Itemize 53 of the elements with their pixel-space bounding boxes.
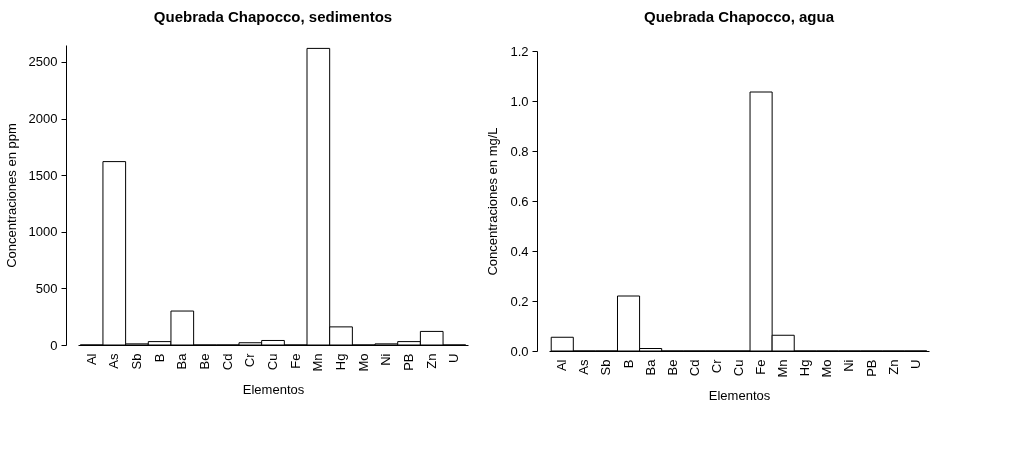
x-tick-label: Sb (128, 353, 144, 370)
y-tick-label: 2000 (28, 111, 58, 127)
x-tick-label: Zn (885, 359, 901, 375)
x-tick-label: Ba (642, 358, 658, 376)
x-tick-label: Cu (731, 359, 746, 377)
y-tick-label: 2500 (28, 54, 58, 70)
x-tick-label: Mn (775, 359, 791, 378)
y-tick-label: 0.6 (510, 193, 529, 209)
chart-title: Quebrada Chapocco, agua (643, 8, 835, 25)
x-tick-label: Cd (219, 353, 235, 371)
x-tick-label: U (446, 353, 462, 363)
x-tick-label: PB (401, 353, 417, 371)
x-tick-label: Hg (797, 359, 813, 377)
x-tick-label: PB (863, 359, 879, 377)
x-tick-label: Al (554, 359, 570, 372)
y-tick-label: 1500 (28, 167, 58, 183)
x-tick-label: Cu (265, 353, 280, 371)
x-tick-label: Cr (242, 352, 258, 368)
x-tick-label: U (907, 359, 923, 369)
y-tick-label: 0 (50, 337, 58, 353)
x-tick-label: Be (664, 359, 680, 376)
y-tick-label: 0.0 (510, 343, 529, 359)
y-tick-label: 0.8 (510, 143, 529, 159)
y-axis-title: Concentraciones en mg/L (485, 127, 501, 276)
x-tick-label: Al (83, 353, 99, 366)
x-tick-label: Fe (753, 359, 769, 375)
y-tick-label: 1.0 (510, 93, 529, 109)
x-tick-label: As (106, 353, 122, 369)
x-tick-label: Mo (355, 353, 371, 372)
x-tick-label: Mn (310, 353, 326, 372)
x-tick-label: Cr (708, 358, 724, 374)
y-tick-label: 0.2 (510, 293, 529, 309)
x-axis-title: Elementos (242, 381, 305, 397)
x-tick-label: Fe (287, 353, 303, 369)
chart-title: Quebrada Chapocco, sedimentos (153, 8, 393, 25)
y-tick-label: 500 (35, 280, 58, 296)
y-tick-label: 0.4 (510, 243, 529, 259)
x-tick-label: B (151, 353, 167, 363)
x-tick-label: Ni (378, 353, 394, 366)
x-tick-label: As (576, 359, 592, 375)
y-tick-label: 1000 (28, 224, 58, 240)
x-tick-label: Mo (819, 359, 835, 378)
x-tick-label: Zn (423, 353, 439, 369)
x-tick-label: Ni (841, 359, 857, 372)
x-axis-title: Elementos (708, 387, 771, 403)
x-tick-label: Hg (333, 353, 349, 371)
x-tick-label: Ba (174, 352, 190, 370)
x-tick-label: Be (196, 353, 212, 370)
x-tick-label: Cd (686, 359, 702, 377)
y-axis-title: Concentraciones en ppm (3, 123, 19, 268)
y-tick-label: 1.2 (510, 43, 529, 59)
x-tick-label: B (620, 359, 636, 369)
x-tick-label: Sb (598, 359, 614, 376)
